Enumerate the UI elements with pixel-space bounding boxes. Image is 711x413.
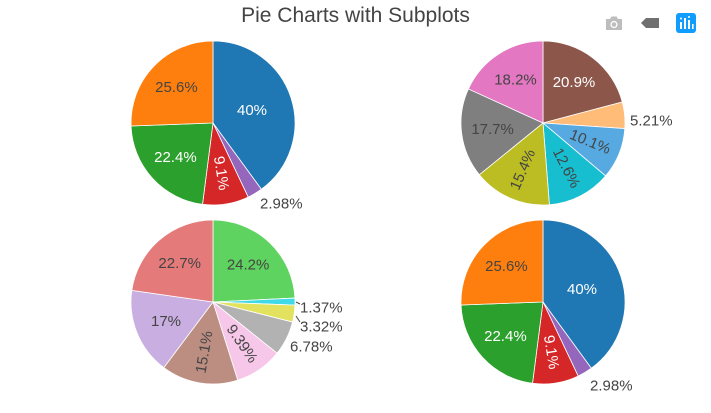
pie-slice[interactable] [130, 289, 214, 369]
pie-slice[interactable] [460, 88, 544, 176]
label-leader-line [295, 301, 301, 305]
slice-label: 2.98% [590, 378, 633, 395]
slice-label: 3.32% [300, 319, 343, 336]
plotly-logo-icon [676, 13, 696, 33]
slice-label: 2.98% [260, 196, 303, 213]
camera-icon [606, 16, 622, 30]
pie-slice[interactable] [460, 219, 544, 306]
slice-label: 22.4% [154, 149, 197, 166]
slice-label: 9.1% [540, 334, 562, 370]
pie-slice[interactable] [163, 301, 239, 385]
plotly-logo-button[interactable] [675, 12, 697, 34]
slice-label: 40% [567, 281, 597, 298]
slice-label: 25.6% [485, 258, 528, 275]
slice-label: 40% [237, 102, 267, 119]
pie-slice[interactable] [130, 40, 214, 127]
slice-label: 9.1% [210, 155, 232, 191]
pie-slice[interactable] [212, 219, 296, 303]
slice-label: 5.21% [630, 113, 673, 130]
chart-title: Pie Charts with Subplots [241, 4, 470, 27]
slice-label: 22.4% [484, 328, 527, 345]
pie-slice[interactable] [542, 219, 626, 369]
pie-top-left: 40% 2.98% 9.1% 22.4% 25.6% [130, 40, 303, 213]
slice-label: 17% [151, 313, 181, 330]
download-png-button[interactable] [603, 12, 625, 34]
pie-slice[interactable] [131, 219, 214, 303]
slice-label: 15.1% [193, 330, 217, 375]
pie-slice[interactable] [542, 40, 623, 124]
slice-label: 17.7% [471, 121, 514, 138]
slice-label: 1.37% [300, 300, 343, 317]
pie-slice[interactable] [478, 122, 550, 206]
tag-icon [641, 18, 659, 28]
slice-label: 18.2% [494, 72, 537, 89]
modebar [603, 12, 697, 34]
pie-slice[interactable] [542, 122, 607, 206]
slice-label: 25.6% [155, 79, 198, 96]
pie-top-right: 20.9%5.21%10.1%12.6%15.4%17.7%18.2% [460, 40, 673, 206]
pie-slice[interactable] [130, 122, 214, 205]
slice-label: 6.78% [290, 339, 333, 356]
pie-slice[interactable] [212, 40, 296, 190]
slice-label: 20.9% [553, 74, 596, 91]
hover-compare-button[interactable] [639, 12, 661, 34]
pie-slice[interactable] [460, 301, 544, 384]
pie-slice[interactable] [467, 40, 544, 124]
label-leader-line [295, 315, 301, 323]
pie-bottom-right: 40% 2.98% 9.1% 22.4% 25.6% [460, 219, 633, 395]
slice-label: 24.2% [227, 257, 270, 274]
slice-label: 22.7% [158, 255, 201, 272]
pie-bottom-left: 24.2%1.37%3.32%6.78%9.39%15.1%17%22.7% [130, 219, 343, 385]
